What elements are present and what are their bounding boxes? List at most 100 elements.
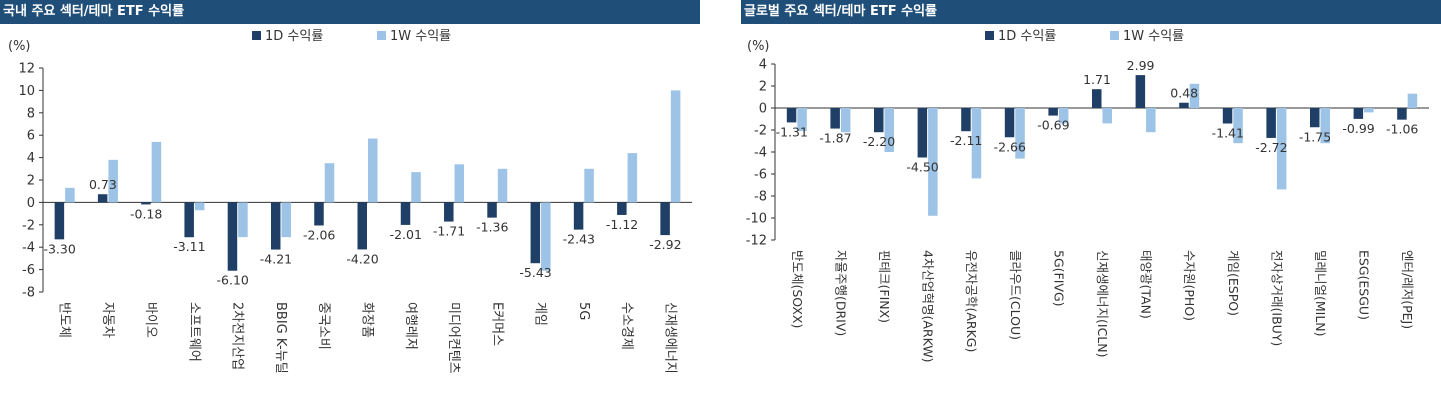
domestic-bar-1w xyxy=(497,168,508,203)
domestic-category-label: 2차전지산업 xyxy=(230,302,245,370)
domestic-etf-panel: (%) 1D 수익률 1W 수익률 -8 -6 -4 -2 0 2 4 6 8 10 12 -3.30 반도체… xyxy=(0,0,700,411)
domestic-y-tick-label: -4 xyxy=(22,241,35,256)
global-y-tick-label: -12 xyxy=(746,234,767,249)
domestic-data-label: 0.73 xyxy=(89,177,117,192)
domestic-legend: 1D 수익률 1W 수익률 xyxy=(252,29,451,44)
global-bar-1d xyxy=(1135,75,1146,108)
domestic-data-label: -1.36 xyxy=(476,220,508,235)
domestic-bar-1w xyxy=(151,141,162,203)
global-category-label: 전자상거래(IBUY) xyxy=(1269,250,1284,346)
global-legend-swatch-1w xyxy=(1110,31,1119,40)
domestic-data-label: -4.21 xyxy=(260,252,292,267)
global-category-label: ESG(ESGU) xyxy=(1357,250,1372,320)
global-data-label: -2.66 xyxy=(994,139,1026,154)
domestic-bar-1w xyxy=(108,159,118,203)
domestic-y-tick-label: 8 xyxy=(27,106,35,121)
global-category-label: 엔터/레저(PEJ) xyxy=(1400,250,1415,329)
global-bar-1w xyxy=(971,108,982,179)
domestic-category-label: 중국소비 xyxy=(316,302,331,350)
global-bar-1w xyxy=(840,108,851,133)
global-bar-1w xyxy=(1233,108,1243,144)
global-category-label: 밀레니얼(MILN) xyxy=(1313,250,1328,337)
global-legend: 1D 수익률 1W 수익률 xyxy=(985,29,1184,44)
domestic-y-tick-label: -6 xyxy=(22,263,35,278)
domestic-bar-1d xyxy=(97,194,108,203)
global-bar-1d xyxy=(1179,102,1189,108)
domestic-y-tick-label: 4 xyxy=(27,151,35,166)
domestic-bar-1d xyxy=(141,202,151,205)
global-bar-1d xyxy=(1310,108,1320,128)
global-bar-1w xyxy=(1146,108,1156,133)
global-data-label: -1.75 xyxy=(1299,129,1331,144)
domestic-category-label: BBIG K-뉴딜 xyxy=(273,302,288,374)
domestic-category-label: 반도체 xyxy=(57,302,72,338)
domestic-data-label: -2.06 xyxy=(303,227,335,242)
global-bar-1d xyxy=(961,108,971,132)
domestic-bar-1d xyxy=(573,202,584,230)
global-category-label: 유전자공학(ARKG) xyxy=(964,250,979,352)
domestic-y-tick-label: 12 xyxy=(18,62,35,77)
domestic-bar-1w xyxy=(541,202,551,271)
domestic-y-tick-label: -8 xyxy=(22,286,35,301)
domestic-category-label: 여행레저 xyxy=(403,302,419,350)
global-unit-label: (%) xyxy=(747,39,770,54)
global-bar-1w xyxy=(1276,108,1287,190)
domestic-category-label: 수소경제 xyxy=(619,302,634,350)
domestic-legend-label-1w: 1W 수익률 xyxy=(390,29,451,44)
global-y-tick-label: 2 xyxy=(759,80,767,95)
global-bar-1d xyxy=(874,108,884,133)
domestic-bar-1w xyxy=(454,164,465,203)
global-bar-1d xyxy=(830,108,840,129)
global-bar-1w xyxy=(1364,108,1374,113)
domestic-y-tick-label: 0 xyxy=(27,196,35,211)
domestic-data-label: -6.10 xyxy=(217,273,249,288)
global-category-label: 게임(ESPO) xyxy=(1226,250,1241,316)
global-bar-1w xyxy=(1407,93,1418,108)
global-y-tick-label: -6 xyxy=(754,168,767,183)
global-y-tick-label: 0 xyxy=(759,102,767,117)
domestic-category-label: 미디어컨텐츠 xyxy=(446,302,461,374)
domestic-bar-1d xyxy=(357,202,367,250)
domestic-y-tick-label: 2 xyxy=(27,174,35,189)
domestic-legend-swatch-1d xyxy=(252,31,261,40)
global-data-label: -1.31 xyxy=(776,124,808,139)
global-data-label: -1.87 xyxy=(819,131,851,146)
domestic-category-label: 소프트웨어 xyxy=(186,302,201,362)
global-category-label: 자율주행(DRIV) xyxy=(833,250,848,336)
global-data-label: -2.11 xyxy=(950,133,982,148)
domestic-data-label: -4.20 xyxy=(346,251,378,266)
domestic-unit-label: (%) xyxy=(8,39,31,54)
global-bar-1d xyxy=(1092,89,1102,108)
global-bar-1w xyxy=(928,108,938,216)
domestic-bar-1w xyxy=(324,163,335,203)
global-bar-1w xyxy=(1189,83,1200,108)
global-bar-1d xyxy=(1353,108,1364,119)
domestic-category-label: 게임 xyxy=(533,302,548,326)
global-bar-1d xyxy=(1048,108,1058,116)
domestic-y-tick-label: 6 xyxy=(27,129,35,144)
domestic-bar-1w xyxy=(627,153,638,203)
global-bar-1d xyxy=(917,108,928,158)
domestic-bar-1w xyxy=(238,202,248,238)
global-legend-label-1d: 1D 수익률 xyxy=(998,29,1056,44)
domestic-bar-1d xyxy=(227,202,238,271)
domestic-data-label: -1.71 xyxy=(433,224,465,239)
domestic-category-label: E커머스 xyxy=(489,302,504,346)
global-data-label: -2.20 xyxy=(863,134,895,149)
domestic-bar-1w xyxy=(281,202,291,238)
domestic-data-label: -1.12 xyxy=(606,217,638,232)
domestic-category-label: 자동차 xyxy=(100,302,115,338)
domestic-data-label: -5.43 xyxy=(519,265,551,280)
global-chart-title: 글로벌 주요 섹터/테마 ETF 수익률 xyxy=(741,0,1441,24)
global-category-label: 신재생에너지(ICLN) xyxy=(1095,250,1110,357)
global-bar-1w xyxy=(884,108,894,152)
global-y-tick-label: 4 xyxy=(759,58,767,73)
domestic-bar-1d xyxy=(400,202,411,225)
domestic-bar-1d xyxy=(54,202,65,240)
global-etf-panel: (%) 1D 수익률 1W 수익률 -12 -10 -8 -6 -4 -2 0 2 4 -1.31 반도체… xyxy=(741,0,1441,411)
domestic-data-label: -2.92 xyxy=(649,237,681,252)
global-bar-1d xyxy=(1397,108,1407,120)
global-category-label: 반도체(SOXX) xyxy=(790,250,805,328)
global-y-tick-label: -2 xyxy=(754,124,767,139)
global-data-label: -1.06 xyxy=(1386,122,1418,137)
